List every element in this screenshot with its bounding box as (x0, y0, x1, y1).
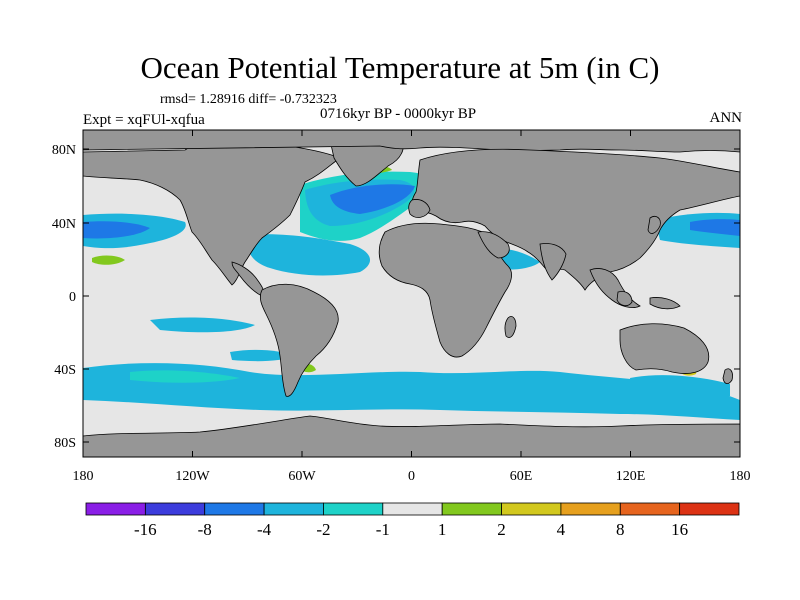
colorbar-label: 8 (616, 520, 625, 539)
lat-tick-label: 80N (52, 143, 76, 158)
colorbar-swatch (560, 502, 621, 516)
land-masses (83, 130, 740, 457)
land-india (539, 243, 567, 281)
land-japan (647, 216, 661, 234)
land-arctic (83, 130, 740, 153)
colorbar-label: 1 (438, 520, 447, 539)
lat-tick-label: 40S (54, 363, 76, 378)
land-eurasia (411, 148, 740, 291)
anomaly-southern-ocean-core (130, 370, 240, 383)
land-madagascar (504, 316, 517, 338)
land-arabia (477, 231, 510, 259)
lat-tick-label: 80S (54, 436, 76, 451)
colorbar-swatch (679, 502, 740, 516)
lat-tick-label: 0 (69, 290, 76, 305)
lon-tick-label: 60W (288, 469, 316, 484)
land-borneo (616, 291, 633, 306)
colorbar-label: 2 (497, 520, 506, 539)
colorbar-swatch (382, 502, 443, 516)
land-australia (619, 323, 710, 374)
colorbar-swatch (263, 502, 324, 516)
land-new-zealand (722, 368, 733, 384)
anomaly-southern-ocean (83, 363, 740, 420)
anomaly-australia-south (630, 375, 730, 396)
colorbar: -16 -8 -4 -2 -1 1 2 4 8 16 (85, 502, 740, 539)
land-north-america (83, 139, 341, 286)
colorbar-label: 16 (671, 520, 688, 539)
anomaly-west-pacific-core (690, 219, 740, 236)
colorbar-label: -8 (198, 520, 212, 539)
anomaly-north-pacific-core (83, 221, 150, 239)
colorbar-label: -2 (316, 520, 330, 539)
anomaly-south-pacific-2 (230, 349, 295, 362)
colorbar-swatch (85, 502, 146, 516)
lon-tick-label: 120E (616, 469, 646, 484)
experiment-label: Expt = xqFUl-xqfua (83, 112, 205, 128)
colorbar-swatch (323, 502, 384, 516)
land-south-america (259, 283, 339, 397)
stats-text: rmsd= 1.28916 diff= -0.732323 (160, 92, 337, 107)
colorbar-label: -1 (376, 520, 390, 539)
anomaly-patches (83, 165, 740, 420)
land-iberia (408, 199, 431, 218)
colorbar-swatch (144, 502, 206, 516)
anomaly-south-pacific (150, 317, 255, 333)
land-new-guinea (649, 297, 681, 310)
lat-tick-label: 40N (52, 217, 76, 232)
chart-title: Ocean Potential Temperature at 5m (in C) (140, 50, 660, 85)
lon-tick-label: 180 (730, 469, 751, 484)
lon-tick-label: 60E (510, 469, 533, 484)
lon-tick-label: 180 (73, 469, 94, 484)
anomaly-north-atlantic-core (330, 184, 415, 214)
warm-patch-north-pacific (92, 255, 125, 265)
colorbar-swatch (501, 502, 562, 516)
colorbar-swatch (441, 502, 502, 516)
period-label: 0716kyr BP - 0000kyr BP (320, 106, 477, 122)
lon-tick-label: 0 (408, 469, 415, 484)
season-label: ANN (709, 110, 743, 126)
colorbar-swatch (619, 502, 681, 516)
colorbar-label: -16 (134, 520, 157, 539)
lon-tick-label: 120W (175, 469, 210, 484)
colorbar-label: -4 (257, 520, 272, 539)
land-antarctica (83, 415, 740, 457)
axis-ticks: 180 120W 60W 0 60E 120E 180 80N 40N 0 40S 80S (52, 130, 751, 484)
colorbar-swatch (204, 502, 265, 516)
anomaly-tropical-atlantic (247, 234, 371, 276)
colorbar-label: 4 (557, 520, 566, 539)
